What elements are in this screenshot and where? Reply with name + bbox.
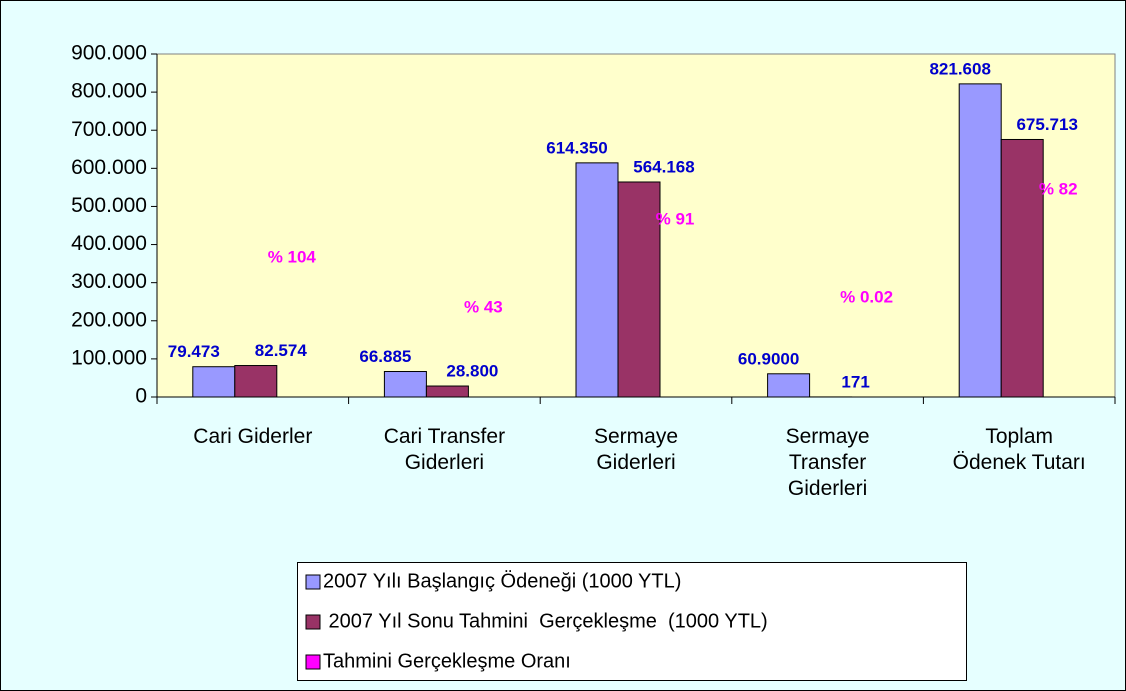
bar [425, 385, 469, 398]
bar [617, 181, 661, 398]
bar [767, 373, 811, 398]
y-tick-label: 400.000 [71, 232, 147, 255]
bar [958, 83, 1002, 398]
legend-label: 2007 Yılı Başlangıç Ödeneği (1000 YTL) [323, 570, 681, 592]
bar [234, 365, 278, 398]
ratio-label: % 43 [464, 297, 503, 316]
ratio-label: % 0.02 [840, 287, 893, 306]
x-tick-label: Sermaye Giderleri [593, 425, 679, 474]
legend-swatch [305, 614, 321, 630]
value-label: 66.885 [359, 347, 411, 366]
y-tick-label: 200.000 [71, 308, 147, 331]
value-label: 171 [841, 372, 869, 391]
legend-label: 2007 Yıl Sonu Tahmini Gerçekleşme (1000 … [323, 610, 768, 632]
value-label: 614.350 [546, 138, 607, 157]
ratio-label: % 104 [268, 247, 317, 266]
x-tick-label: Cari Transfer Giderleri [383, 425, 506, 474]
value-label: 564.168 [633, 157, 694, 176]
value-label: 28.800 [446, 362, 498, 381]
bar [192, 366, 236, 398]
y-tick-label: 500.000 [71, 194, 147, 217]
value-label: 675.713 [1016, 115, 1077, 134]
y-tick-label: 300.000 [71, 270, 147, 293]
legend [297, 562, 967, 681]
x-tick-label: Cari Giderler [193, 425, 313, 448]
legend-swatch [305, 654, 321, 670]
bar [1000, 138, 1044, 398]
y-tick-label: 800.000 [71, 80, 147, 103]
y-tick-label: 0 [135, 385, 147, 408]
value-label: 60.9000 [738, 349, 799, 368]
x-tick-label: Toplam Ödenek Tutarı [952, 425, 1086, 474]
value-label: 79.473 [168, 342, 220, 361]
y-tick-label: 700.000 [71, 118, 147, 141]
bar [383, 371, 427, 398]
legend-swatch [305, 574, 321, 590]
value-label: 82.574 [255, 341, 308, 360]
ratio-label: % 82 [1039, 179, 1078, 198]
x-tick-label: Sermaye Transfer Giderleri [785, 425, 870, 500]
y-tick-label: 900.000 [71, 42, 147, 65]
bar [575, 162, 619, 398]
value-label: 821.608 [929, 59, 990, 78]
ratio-label: % 91 [656, 209, 695, 228]
y-tick-label: 100.000 [71, 346, 147, 369]
legend-label: Tahmini Gerçekleşme Oranı [323, 650, 571, 672]
y-tick-label: 600.000 [71, 156, 147, 179]
